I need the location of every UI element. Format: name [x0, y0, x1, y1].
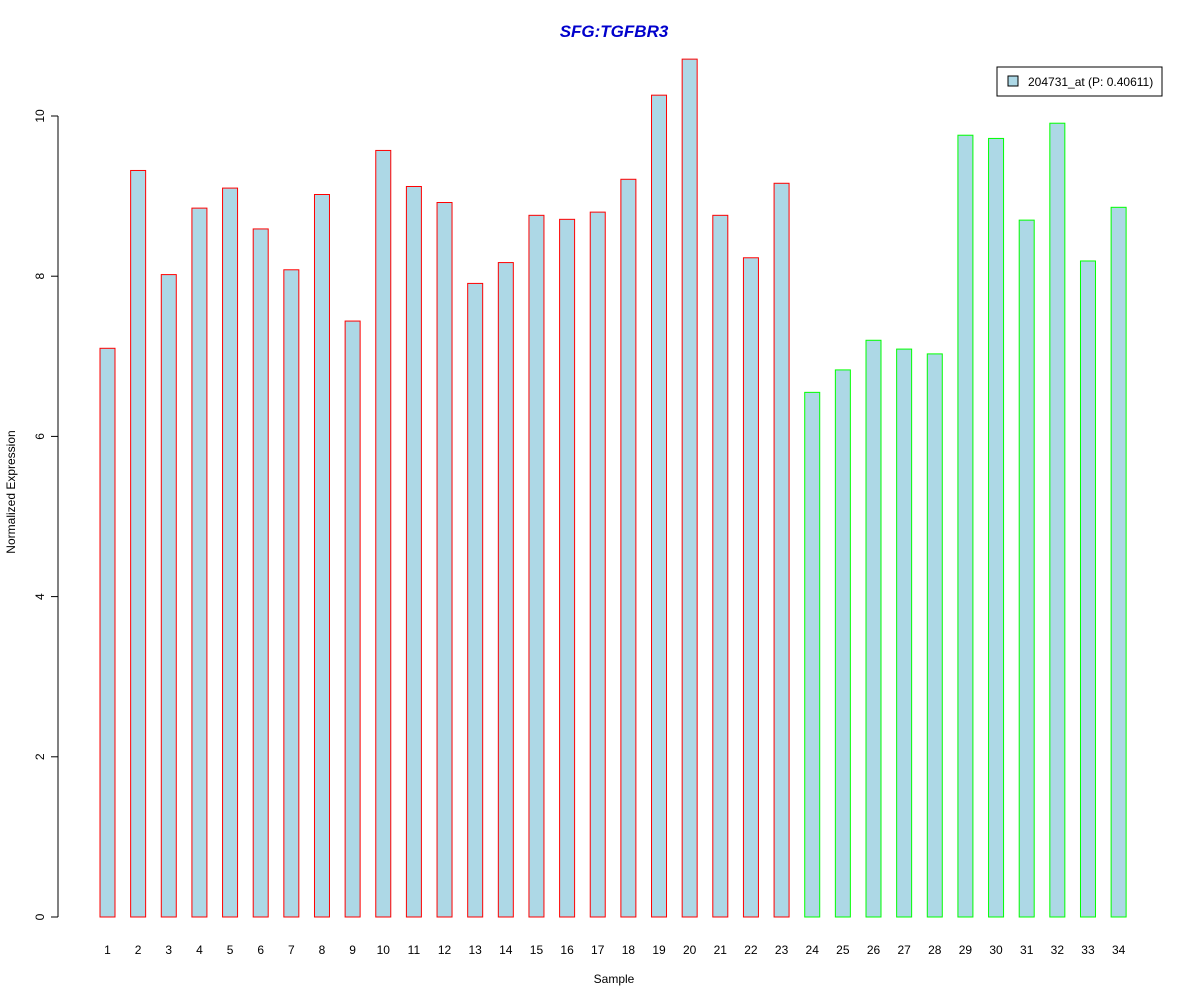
x-tick-label: 19	[652, 943, 666, 957]
x-tick-label: 32	[1051, 943, 1065, 957]
y-tick-label: 10	[33, 109, 47, 123]
bar-sample-33	[1079, 260, 1096, 918]
y-axis: 0 2 4 6 8 10	[33, 109, 59, 920]
bar-sample-34	[1110, 206, 1127, 918]
bar-sample-5	[222, 187, 239, 918]
x-tick-label: 23	[775, 943, 789, 957]
y-tick-label: 0	[33, 913, 47, 920]
x-tick-label: 20	[683, 943, 697, 957]
x-tick-label: 29	[959, 943, 973, 957]
x-tick-label: 12	[438, 943, 452, 957]
x-tick-label: 3	[165, 943, 172, 957]
x-tick-label: 17	[591, 943, 605, 957]
x-tick-label: 13	[469, 943, 483, 957]
legend-swatch	[1007, 75, 1019, 87]
bar-sample-25	[834, 369, 851, 918]
bar-sample-3	[160, 274, 177, 918]
bar-sample-19	[651, 94, 668, 918]
x-tick-label: 21	[714, 943, 728, 957]
bar-sample-1	[99, 347, 116, 918]
x-tick-label: 33	[1081, 943, 1095, 957]
x-tick-label: 10	[377, 943, 391, 957]
bar-sample-29	[957, 134, 974, 918]
bar-sample-13	[467, 282, 484, 918]
bar-sample-24	[804, 391, 821, 918]
bar-sample-28	[926, 353, 943, 918]
x-tick-label: 15	[530, 943, 544, 957]
x-tick-label: 8	[319, 943, 326, 957]
bar-sample-15	[528, 214, 545, 918]
bar-sample-10	[375, 149, 392, 918]
x-tick-label: 6	[257, 943, 264, 957]
bar-sample-18	[620, 178, 637, 918]
y-axis-label: Normalized Expression	[4, 430, 18, 553]
x-tick-label: 25	[836, 943, 850, 957]
legend-series-label: 204731_at (P: 0.40611)	[1028, 75, 1153, 89]
bar-sample-4	[191, 207, 208, 918]
legend-box	[996, 66, 1163, 97]
x-tick-label: 1	[104, 943, 111, 957]
x-tick-label: 22	[744, 943, 758, 957]
bar-sample-32	[1049, 122, 1066, 918]
x-tick-label: 11	[408, 943, 421, 957]
y-tick-label: 6	[33, 433, 47, 440]
y-tick-label: 2	[33, 753, 47, 760]
x-tick-label: 28	[928, 943, 942, 957]
x-tick-label: 14	[499, 943, 513, 957]
x-tick-label: 4	[196, 943, 203, 957]
x-tick-label: 16	[560, 943, 574, 957]
bar-sample-23	[773, 182, 790, 918]
x-tick-label: 9	[349, 943, 356, 957]
legend: 204731_at (P: 0.40611)	[996, 66, 1163, 97]
bar-sample-12	[436, 202, 453, 918]
bar-sample-2	[130, 169, 147, 918]
y-tick-label: 8	[33, 273, 47, 280]
bar-sample-26	[865, 339, 882, 918]
x-tick-label: 24	[806, 943, 820, 957]
bar-sample-30	[988, 137, 1005, 918]
y-tick-label: 4	[33, 593, 47, 600]
bar-sample-11	[405, 185, 422, 918]
bar-sample-22	[742, 257, 759, 918]
bar-sample-6	[252, 228, 269, 918]
x-tick-labels: 1 2 3 4 5 6 7 8 9 10 11 12 13 14 15 16 17 18 19 20 21 22 23 24 2…	[104, 943, 1125, 957]
bar-sample-27	[896, 348, 913, 918]
chart-title: SFG:TGFBR3	[560, 22, 669, 41]
bar-sample-17	[589, 211, 606, 918]
bar-sample-20	[681, 58, 698, 918]
bar-sample-9	[344, 320, 361, 918]
bar-sample-8	[313, 194, 330, 918]
x-tick-label: 30	[989, 943, 1003, 957]
bar-sample-21	[712, 214, 729, 918]
x-tick-label: 26	[867, 943, 881, 957]
x-tick-label: 2	[135, 943, 142, 957]
bar-sample-14	[497, 262, 514, 918]
x-tick-label: 31	[1020, 943, 1034, 957]
bars-group	[99, 58, 1127, 918]
x-tick-label: 5	[227, 943, 234, 957]
x-tick-label: 18	[622, 943, 636, 957]
bar-sample-16	[559, 218, 576, 918]
bar-sample-7	[283, 269, 300, 918]
x-tick-label: 7	[288, 943, 295, 957]
x-tick-label: 34	[1112, 943, 1126, 957]
x-axis-label: Sample	[594, 972, 635, 986]
bar-sample-31	[1018, 219, 1035, 918]
x-tick-label: 27	[897, 943, 911, 957]
